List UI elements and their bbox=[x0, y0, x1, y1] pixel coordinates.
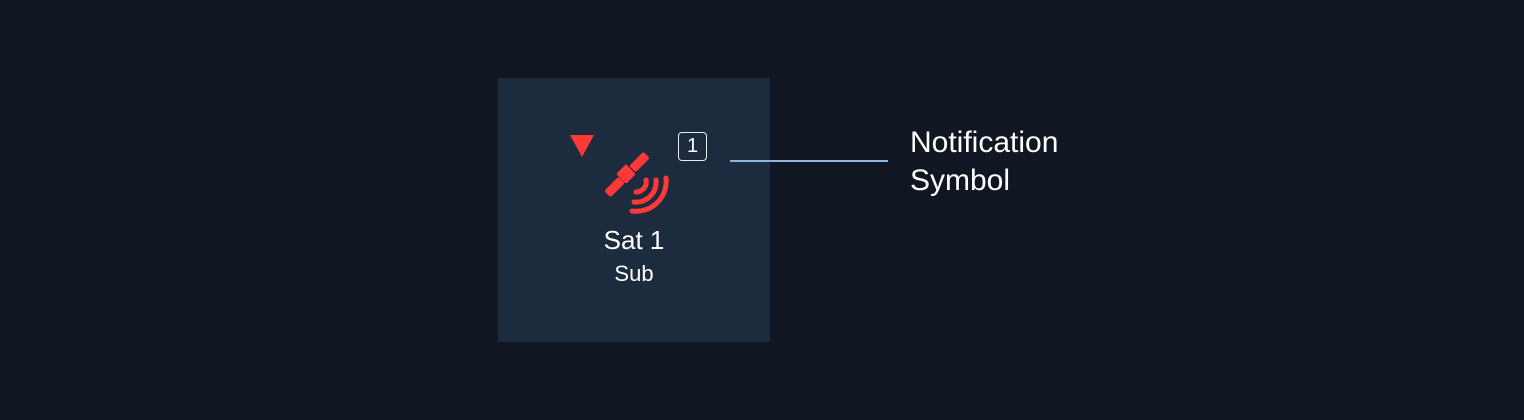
callout-leader-line bbox=[730, 160, 888, 162]
alert-triangle-icon bbox=[570, 135, 594, 157]
callout-label: Notification Symbol bbox=[910, 124, 1170, 200]
satellite-icon bbox=[605, 152, 669, 214]
device-name: Sat 1 bbox=[603, 225, 665, 255]
notification-count-badge[interactable]: 1 bbox=[678, 132, 707, 161]
device-subtitle: Sub bbox=[614, 261, 654, 286]
callout-line-2: Symbol bbox=[910, 164, 1011, 197]
callout-line-1: Notification bbox=[910, 126, 1059, 159]
